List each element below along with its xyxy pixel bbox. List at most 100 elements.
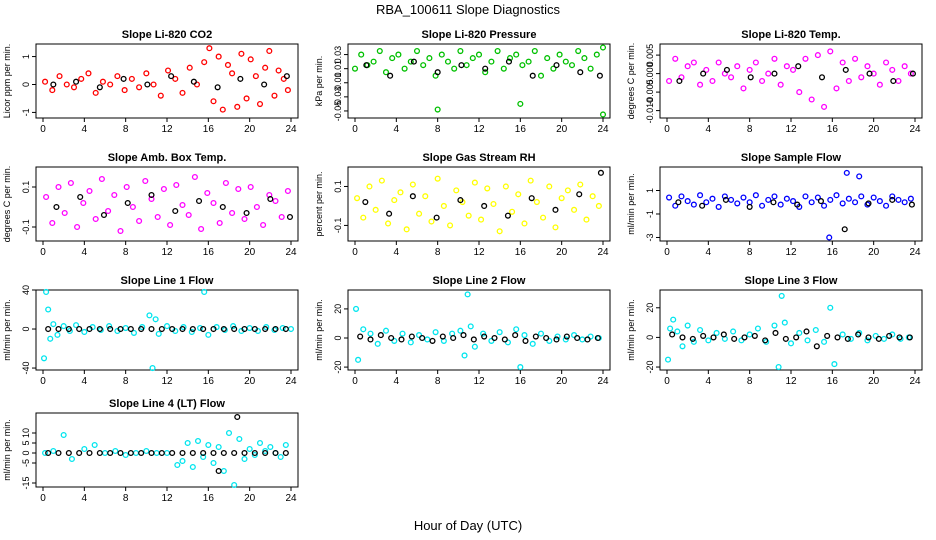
data-point bbox=[865, 334, 872, 341]
data-point bbox=[357, 333, 364, 340]
x-tick-label: 24 bbox=[909, 124, 921, 135]
data-point bbox=[136, 217, 143, 225]
x-tick-label: 12 bbox=[473, 124, 485, 135]
data-point bbox=[45, 325, 52, 333]
panel-title: Slope Line 2 Flow bbox=[433, 275, 526, 287]
data-point bbox=[715, 203, 722, 210]
data-point bbox=[852, 199, 859, 206]
data-point bbox=[889, 193, 896, 200]
data-point bbox=[731, 335, 738, 342]
data-point bbox=[271, 92, 278, 99]
data-point bbox=[684, 322, 691, 329]
data-point bbox=[401, 65, 408, 72]
data-point bbox=[577, 181, 584, 188]
data-point bbox=[762, 337, 769, 344]
data-point bbox=[587, 65, 594, 72]
data-point bbox=[235, 185, 242, 193]
data-point bbox=[709, 77, 716, 85]
x-tick-label: 12 bbox=[161, 493, 173, 504]
data-point bbox=[531, 47, 538, 55]
data-point bbox=[149, 364, 156, 372]
y-axis-label: percent per min. bbox=[314, 171, 324, 236]
x-tick-label: 20 bbox=[868, 376, 880, 387]
data-point bbox=[746, 331, 753, 338]
data-point bbox=[74, 223, 81, 231]
x-tick-label: 20 bbox=[244, 247, 256, 258]
data-point bbox=[666, 194, 673, 201]
data-point bbox=[42, 449, 49, 457]
data-point bbox=[818, 74, 826, 81]
data-point bbox=[222, 179, 229, 187]
data-point bbox=[790, 66, 797, 73]
panels-container: Slope Li-820 CO2 Licor ppm per min. 0 4 8 12 1… bbox=[2, 29, 923, 504]
data-point bbox=[432, 329, 439, 336]
x-tick-label: 0 bbox=[664, 247, 670, 258]
data-point bbox=[150, 81, 157, 88]
data-point bbox=[504, 212, 511, 219]
data-point bbox=[219, 203, 226, 211]
data-point bbox=[676, 77, 683, 85]
data-point bbox=[382, 69, 390, 76]
x-tick-label: 20 bbox=[556, 124, 568, 135]
data-point bbox=[99, 78, 106, 85]
data-point bbox=[553, 336, 560, 343]
data-point bbox=[465, 212, 472, 219]
data-point bbox=[143, 70, 150, 77]
data-point bbox=[76, 325, 83, 333]
data-point bbox=[690, 59, 697, 66]
data-point bbox=[200, 449, 207, 457]
data-point bbox=[669, 331, 676, 338]
data-point bbox=[795, 63, 802, 70]
data-point bbox=[114, 73, 121, 80]
y-tick-label: -0.05 bbox=[333, 101, 343, 122]
data-point bbox=[256, 439, 264, 447]
x-tick-label: 0 bbox=[664, 124, 670, 135]
data-point bbox=[184, 439, 191, 447]
data-point bbox=[247, 183, 254, 191]
data-point bbox=[252, 73, 259, 80]
data-point bbox=[532, 333, 539, 340]
y-tick-label: -20 bbox=[645, 361, 655, 374]
y-tick-label: -0.1 bbox=[21, 219, 31, 235]
data-point bbox=[53, 203, 60, 211]
data-point bbox=[152, 316, 159, 323]
y-tick-label: -15 bbox=[21, 476, 31, 489]
data-point bbox=[741, 334, 748, 341]
data-point bbox=[117, 325, 124, 333]
data-point bbox=[123, 183, 130, 191]
x-tick-label: 8 bbox=[435, 376, 441, 387]
data-point bbox=[827, 48, 834, 55]
data-point bbox=[160, 185, 167, 193]
data-point bbox=[870, 194, 877, 201]
x-tick-label: 4 bbox=[394, 247, 400, 258]
data-point bbox=[246, 324, 253, 332]
plot-frame bbox=[35, 166, 299, 242]
data-point bbox=[122, 324, 129, 332]
data-point bbox=[461, 352, 468, 359]
data-point bbox=[720, 331, 727, 338]
panel-9: Slope Line 3 Flow ml/min per min. 0 4 8 12 16 2… bbox=[626, 275, 923, 387]
data-point bbox=[107, 449, 114, 457]
y-tick-label: 0 bbox=[21, 82, 31, 87]
data-point bbox=[387, 72, 394, 79]
data-point bbox=[205, 441, 212, 449]
data-point bbox=[771, 322, 778, 329]
data-point bbox=[70, 84, 78, 91]
data-point bbox=[107, 325, 114, 333]
data-point bbox=[796, 89, 803, 96]
data-point bbox=[740, 194, 747, 201]
data-point bbox=[496, 228, 503, 235]
y-tick-label: 0.1 bbox=[21, 181, 31, 194]
data-point bbox=[488, 58, 495, 65]
data-point bbox=[389, 55, 396, 62]
data-point bbox=[236, 435, 243, 443]
data-point bbox=[584, 336, 591, 343]
data-point bbox=[562, 58, 569, 65]
data-point bbox=[106, 323, 113, 330]
x-tick-label: 0 bbox=[664, 376, 670, 387]
x-tick-label: 8 bbox=[747, 376, 753, 387]
data-point bbox=[480, 330, 487, 337]
data-point bbox=[471, 179, 478, 186]
x-tick-label: 4 bbox=[394, 124, 400, 135]
data-point bbox=[65, 449, 72, 457]
